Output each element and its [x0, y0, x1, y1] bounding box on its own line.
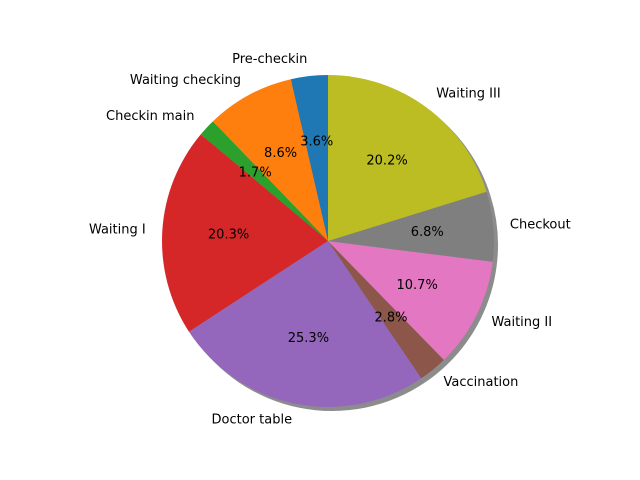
slice-labels: Pre-checkin Waiting checking Checkin main W… [89, 52, 571, 427]
slice-waiting-i [162, 134, 328, 332]
slice-label-waiting-i: Waiting I [89, 223, 146, 238]
pie-slices [162, 75, 495, 407]
slice-checkin-main [200, 121, 328, 241]
slice-doctor-table [188, 241, 422, 407]
slice-label-pre-checkin: Pre-checkin [232, 52, 307, 67]
slice-label-waiting-checking: Waiting checking [130, 73, 241, 88]
slice-label-waiting-ii: Waiting II [491, 315, 552, 330]
pct-label-checkout: 6.8% [411, 225, 444, 240]
pct-label-pre-checkin: 3.6% [300, 135, 333, 150]
slice-waiting-checking [212, 79, 328, 241]
pct-label-waiting-i: 20.3% [208, 228, 249, 243]
pct-label-doctor-table: 25.3% [288, 331, 329, 346]
pct-label-vaccination: 2.8% [374, 311, 407, 326]
slice-checkout [328, 191, 495, 262]
slice-waiting-iii [328, 75, 487, 241]
slice-pre-checkin [290, 75, 328, 241]
slice-label-waiting-iii: Waiting III [436, 86, 500, 101]
pct-label-waiting-ii: 10.7% [397, 278, 438, 293]
slice-label-doctor-table: Doctor table [212, 413, 293, 428]
slice-label-checkin-main: Checkin main [106, 109, 194, 124]
pct-label-waiting-checking: 8.6% [264, 146, 297, 161]
slice-label-checkout: Checkout [510, 217, 571, 232]
slice-vaccination [328, 241, 444, 379]
slice-label-vaccination: Vaccination [444, 375, 519, 390]
pct-label-waiting-iii: 20.2% [366, 153, 407, 168]
pct-label-checkin-main: 1.7% [239, 166, 272, 181]
percent-labels: 3.6%8.6% 1.7% 20.3% 25.3% 2.8% 10.7% 6.8% 20.2% [208, 135, 444, 347]
slice-waiting-ii [328, 241, 493, 360]
